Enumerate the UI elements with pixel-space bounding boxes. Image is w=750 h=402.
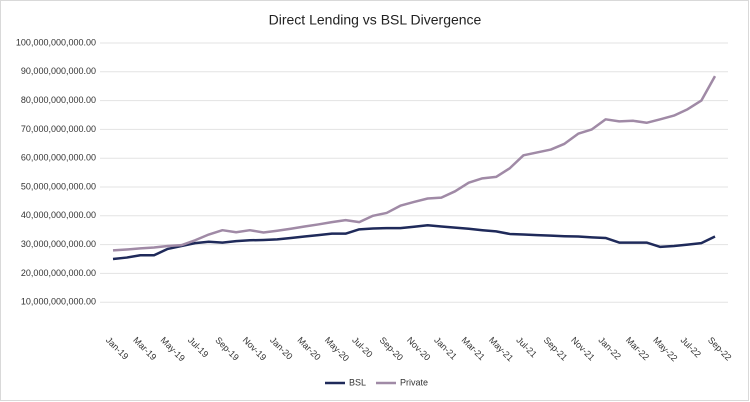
series-line: [112, 224, 716, 261]
chart-title: Direct Lending vs BSL Divergence: [269, 12, 482, 28]
legend-label: BSL: [349, 377, 366, 387]
y-tick-label: 80,000,000,000.00: [21, 95, 96, 105]
y-tick-label: 40,000,000,000.00: [21, 210, 96, 220]
y-tick-label: 50,000,000,000.00: [21, 181, 96, 191]
y-tick-label: 10,000,000,000.00: [21, 297, 96, 307]
y-tick-label: 70,000,000,000.00: [21, 124, 96, 134]
y-tick-label: 60,000,000,000.00: [21, 153, 96, 163]
legend-label: Private: [400, 377, 428, 387]
y-tick-label: 90,000,000,000.00: [21, 66, 96, 76]
y-tick-label: 30,000,000,000.00: [21, 239, 96, 249]
y-tick-label: 100,000,000,000.00: [16, 37, 96, 47]
y-tick-label: 20,000,000,000.00: [21, 268, 96, 278]
series-line: [112, 75, 717, 252]
